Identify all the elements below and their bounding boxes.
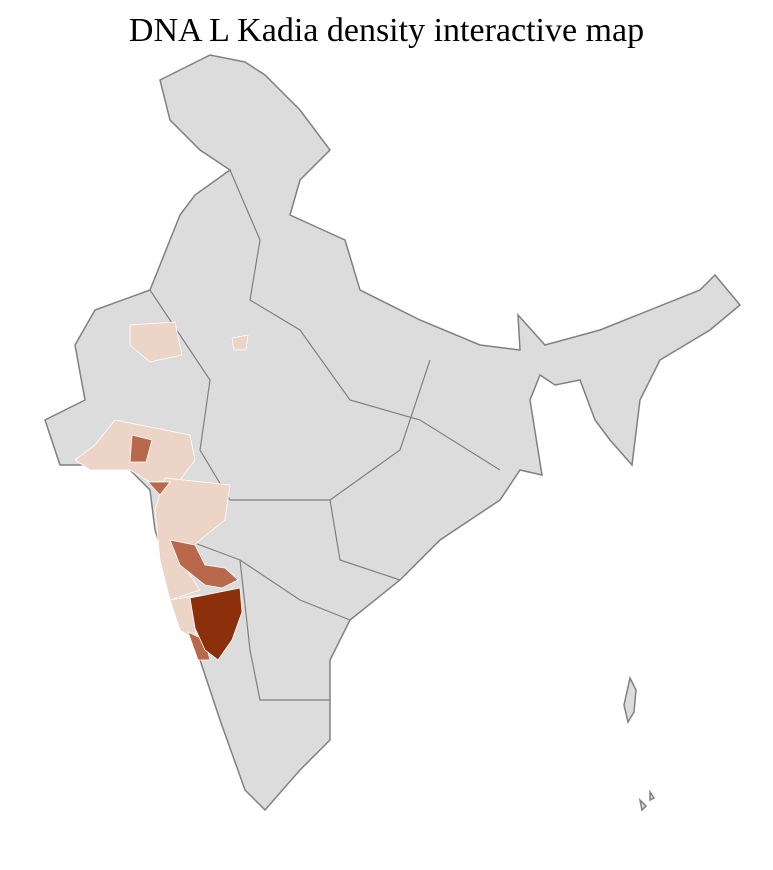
district-low-density[interactable] xyxy=(129,321,183,363)
map-title: DNA L Kadia density interactive map xyxy=(128,12,645,49)
district-medium-density[interactable] xyxy=(129,434,153,463)
district-medium-density[interactable] xyxy=(169,539,239,589)
state-border xyxy=(239,559,330,701)
state-border xyxy=(159,529,351,621)
state-borders xyxy=(149,169,501,701)
state-border xyxy=(329,499,401,581)
state-border xyxy=(229,169,501,471)
district-high-density[interactable] xyxy=(189,587,243,661)
district-low-density[interactable] xyxy=(231,334,249,351)
district-low-density[interactable] xyxy=(154,477,231,601)
state-border xyxy=(149,289,431,501)
nicobar-islands[interactable] xyxy=(638,789,656,812)
andaman-islands[interactable] xyxy=(623,675,637,724)
district-medium-density[interactable] xyxy=(147,481,171,496)
